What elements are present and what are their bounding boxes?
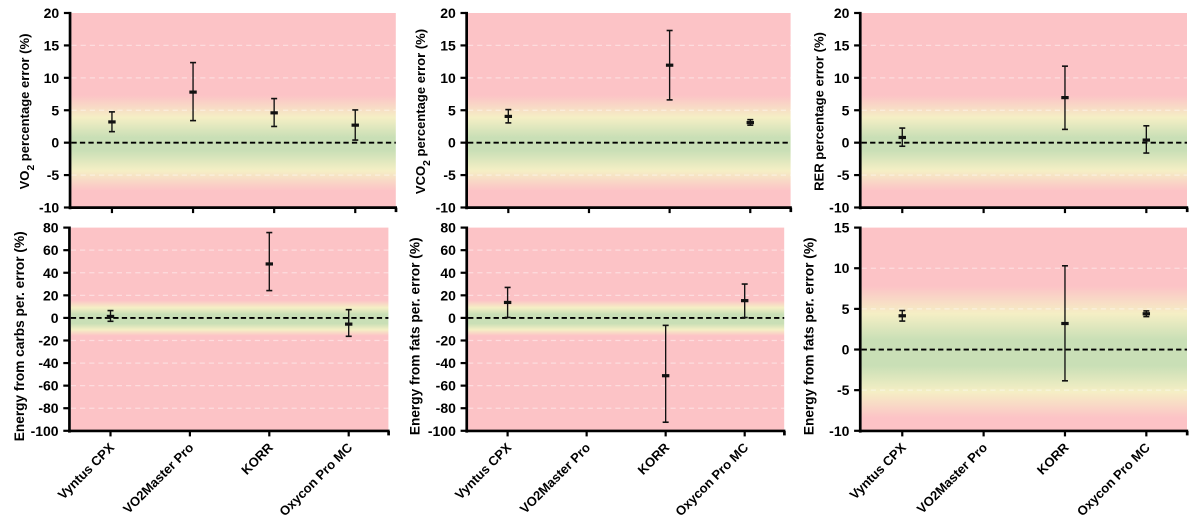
svg-text:15: 15	[834, 37, 850, 53]
svg-text:80: 80	[440, 220, 456, 236]
svg-text:0: 0	[51, 135, 59, 151]
svg-text:0: 0	[842, 342, 850, 358]
svg-text:-100: -100	[428, 423, 456, 439]
svg-text:20: 20	[440, 5, 456, 21]
svg-text:-5: -5	[837, 382, 850, 398]
svg-text:-5: -5	[443, 167, 456, 183]
svg-text:10: 10	[834, 70, 850, 86]
svg-text:-80: -80	[436, 400, 456, 416]
svg-text:0: 0	[448, 135, 456, 151]
svg-text:5: 5	[51, 102, 59, 118]
svg-text:0: 0	[51, 310, 59, 326]
svg-text:10: 10	[834, 260, 850, 276]
svg-text:10: 10	[44, 70, 60, 86]
svg-text:20: 20	[440, 287, 456, 303]
svg-text:15: 15	[44, 37, 60, 53]
svg-text:5: 5	[842, 102, 850, 118]
svg-text:VO2​ percentage error (%): VO2​ percentage error (%)	[17, 34, 37, 190]
svg-text:RER percentage error (%): RER percentage error (%)	[812, 32, 827, 191]
svg-text:20: 20	[43, 287, 59, 303]
svg-text:-10: -10	[436, 200, 456, 216]
svg-text:-10: -10	[829, 423, 849, 439]
svg-text:0: 0	[842, 135, 850, 151]
svg-text:40: 40	[440, 265, 456, 281]
svg-text:-5: -5	[837, 167, 850, 183]
svg-text:60: 60	[43, 242, 59, 258]
svg-text:-20: -20	[436, 332, 456, 348]
svg-text:-40: -40	[436, 355, 456, 371]
svg-text:80: 80	[43, 220, 59, 236]
svg-text:5: 5	[448, 102, 456, 118]
svg-text:5: 5	[842, 301, 850, 317]
svg-text:0: 0	[448, 310, 456, 326]
svg-text:-80: -80	[38, 400, 58, 416]
svg-text:60: 60	[440, 242, 456, 258]
svg-text:Energy from fats per. error (%: Energy from fats per. error (%)	[802, 237, 817, 435]
svg-text:-20: -20	[38, 332, 58, 348]
svg-text:-10: -10	[829, 200, 849, 216]
svg-text:-5: -5	[47, 167, 60, 183]
svg-text:40: 40	[43, 265, 59, 281]
svg-text:Energy from carbs per. error (: Energy from carbs per. error (%)	[12, 231, 27, 441]
svg-text:15: 15	[834, 220, 850, 236]
svg-text:15: 15	[440, 37, 456, 53]
svg-text:-60: -60	[436, 378, 456, 394]
svg-text:20: 20	[44, 5, 60, 21]
svg-text:-10: -10	[39, 200, 59, 216]
svg-text:-100: -100	[31, 423, 59, 439]
svg-text:Energy from fats per. error (%: Energy from fats per. error (%)	[408, 237, 423, 435]
svg-text:10: 10	[440, 70, 456, 86]
svg-text:20: 20	[834, 5, 850, 21]
svg-text:-60: -60	[38, 378, 58, 394]
svg-text:VCO2​ percentage error (%): VCO2​ percentage error (%)	[413, 29, 433, 194]
svg-text:-40: -40	[38, 355, 58, 371]
